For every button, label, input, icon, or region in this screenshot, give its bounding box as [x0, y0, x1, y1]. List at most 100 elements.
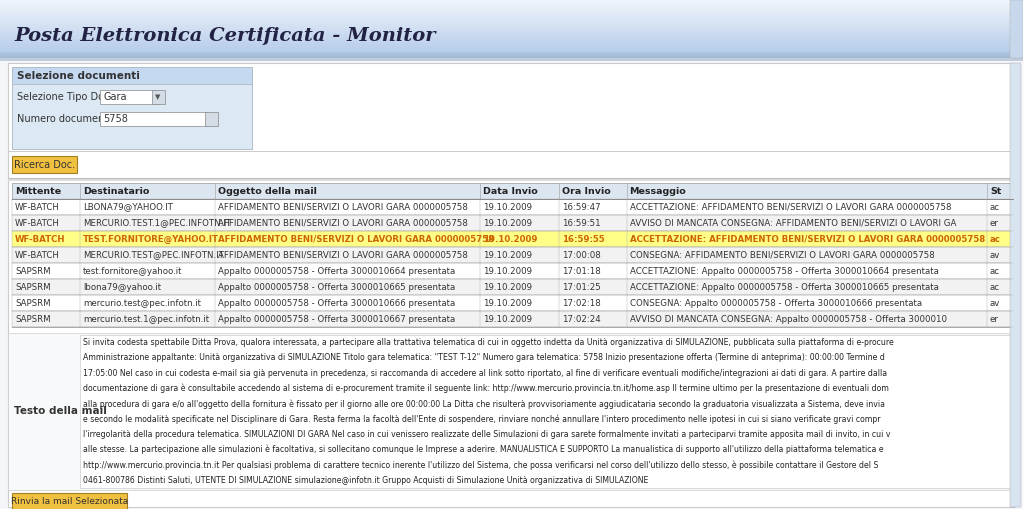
- Bar: [0, 38, 1023, 39]
- Bar: [0, 28, 1023, 29]
- Bar: [0, 17, 1023, 18]
- Text: 17:01:18: 17:01:18: [562, 267, 601, 275]
- Text: Ricerca Doc.: Ricerca Doc.: [14, 159, 75, 169]
- Text: ▼: ▼: [155, 94, 161, 100]
- Bar: [0, 5, 1023, 6]
- Bar: [0, 34, 1023, 35]
- Text: av: av: [990, 298, 1000, 307]
- Bar: [0, 9, 1023, 10]
- Bar: [12, 493, 127, 509]
- Bar: [0, 16, 1023, 17]
- Text: 17:01:25: 17:01:25: [562, 282, 601, 292]
- Bar: [0, 53, 1023, 54]
- Text: AFFIDAMENTO BENI/SERVIZI O LAVORI GARA 0000005758: AFFIDAMENTO BENI/SERVIZI O LAVORI GARA 0…: [218, 250, 469, 260]
- Text: test.fornitore@yahoo.it: test.fornitore@yahoo.it: [83, 267, 182, 275]
- Text: St: St: [990, 186, 1002, 195]
- Text: Amministrazione appaltante: Unità organizzativa di SIMULAZIONE Titolo gara telem: Amministrazione appaltante: Unità organi…: [83, 353, 885, 362]
- Bar: [0, 30, 1023, 31]
- Bar: [0, 47, 1023, 48]
- Bar: [0, 1, 1023, 2]
- Text: CONSEGNA: AFFIDAMENTO BENI/SERVIZI O LAVORI GARA 0000005758: CONSEGNA: AFFIDAMENTO BENI/SERVIZI O LAV…: [629, 250, 934, 260]
- Bar: [0, 19, 1023, 20]
- Bar: [0, 12, 1023, 13]
- Text: alle stesse. La partecipazione alle simulazioni è facoltativa, si sollecitano co: alle stesse. La partecipazione alle simu…: [83, 445, 884, 455]
- Bar: [0, 23, 1023, 24]
- Bar: [205, 112, 218, 126]
- Text: ACCETTAZIONE: AFFIDAMENTO BENI/SERVIZI O LAVORI GARA 0000005758: ACCETTAZIONE: AFFIDAMENTO BENI/SERVIZI O…: [629, 203, 951, 212]
- Bar: [0, 3, 1023, 4]
- Bar: [0, 14, 1023, 15]
- Bar: [100, 112, 208, 126]
- Bar: [0, 49, 1023, 50]
- Text: CONSEGNA: Appalto 0000005758 - Offerta 3000010666 presentata: CONSEGNA: Appalto 0000005758 - Offerta 3…: [629, 298, 922, 307]
- Bar: [0, 2, 1023, 3]
- Bar: [8, 333, 1015, 490]
- Text: 19.10.2009: 19.10.2009: [484, 203, 532, 212]
- Bar: [0, 35, 1023, 36]
- Bar: [0, 0, 1023, 1]
- Bar: [0, 26, 1023, 27]
- Text: 19.10.2009: 19.10.2009: [484, 298, 532, 307]
- Bar: [0, 50, 1023, 51]
- Text: 17:02:18: 17:02:18: [562, 298, 601, 307]
- Text: Selezione documenti: Selezione documenti: [17, 71, 140, 80]
- Bar: [0, 10, 1023, 11]
- Bar: [0, 51, 1023, 52]
- Text: mercurio.test.1@pec.infotn.it: mercurio.test.1@pec.infotn.it: [83, 315, 209, 324]
- Text: Messaggio: Messaggio: [629, 186, 686, 195]
- Text: er: er: [990, 218, 998, 228]
- Text: ac: ac: [990, 267, 999, 275]
- Bar: [0, 48, 1023, 49]
- Bar: [0, 11, 1023, 12]
- Text: 19.10.2009: 19.10.2009: [484, 282, 532, 292]
- Bar: [0, 54, 1010, 56]
- Bar: [0, 18, 1023, 19]
- Text: 0461-800786 Distinti Saluti, UTENTE DI SIMULAZIONE simulazione@infotn.it Gruppo : 0461-800786 Distinti Saluti, UTENTE DI S…: [83, 476, 649, 485]
- Bar: [12, 231, 1013, 247]
- Text: Rinvia la mail Selezionata: Rinvia la mail Selezionata: [11, 496, 128, 505]
- Bar: [0, 45, 1023, 46]
- Text: Mittente: Mittente: [15, 186, 61, 195]
- Bar: [0, 29, 1023, 30]
- Text: MERCURIO.TEST.1@PEC.INFOTN.IT: MERCURIO.TEST.1@PEC.INFOTN.IT: [83, 218, 231, 228]
- Bar: [0, 61, 1023, 509]
- Text: http://www.mercurio.provincia.tn.it Per qualsiasi problema di carattere tecnico : http://www.mercurio.provincia.tn.it Per …: [83, 460, 879, 470]
- Bar: [0, 41, 1023, 42]
- Bar: [8, 63, 1015, 507]
- Bar: [0, 13, 1023, 14]
- Bar: [8, 151, 1015, 152]
- Bar: [0, 33, 1023, 34]
- Bar: [0, 25, 1023, 26]
- Text: AFFIDAMENTO BENI/SERVIZI O LAVORI GARA 0000005758: AFFIDAMENTO BENI/SERVIZI O LAVORI GARA 0…: [218, 235, 494, 243]
- Text: er: er: [990, 315, 998, 324]
- Text: e secondo le modalità specificate nel Disciplinare di Gara. Resta ferma la facol: e secondo le modalità specificate nel Di…: [83, 414, 881, 424]
- Bar: [0, 58, 1023, 61]
- Bar: [12, 67, 252, 84]
- Text: 16:59:55: 16:59:55: [562, 235, 605, 243]
- Bar: [0, 56, 1023, 57]
- Text: TEST.FORNITORE@YAHOO.IT: TEST.FORNITORE@YAHOO.IT: [83, 235, 219, 244]
- Bar: [0, 44, 1023, 45]
- Text: ac: ac: [990, 282, 999, 292]
- Bar: [1010, 0, 1023, 58]
- Text: AFFIDAMENTO BENI/SERVIZI O LAVORI GARA 0000005758: AFFIDAMENTO BENI/SERVIZI O LAVORI GARA 0…: [218, 218, 469, 228]
- Bar: [12, 199, 1013, 215]
- Text: lbona79@yahoo.it: lbona79@yahoo.it: [83, 282, 162, 292]
- Bar: [12, 295, 1013, 311]
- Text: 17:02:24: 17:02:24: [562, 315, 601, 324]
- Text: AVVISO DI MANCATA CONSEGNA: AFFIDAMENTO BENI/SERVIZI O LAVORI GA: AVVISO DI MANCATA CONSEGNA: AFFIDAMENTO …: [629, 218, 955, 228]
- Text: SAPSRM: SAPSRM: [15, 315, 50, 324]
- Text: AVVISO DI MANCATA CONSEGNA: Appalto 0000005758 - Offerta 3000010: AVVISO DI MANCATA CONSEGNA: Appalto 0000…: [629, 315, 946, 324]
- Text: Si invita codesta spettabile Ditta Prova, qualora interessata, a partecipare all: Si invita codesta spettabile Ditta Prova…: [83, 338, 894, 347]
- Bar: [0, 37, 1023, 38]
- Text: Destinatario: Destinatario: [83, 186, 149, 195]
- Bar: [8, 178, 1015, 179]
- Text: Gara: Gara: [103, 92, 127, 102]
- Bar: [0, 31, 1023, 32]
- Text: WF-BATCH: WF-BATCH: [15, 235, 65, 243]
- Text: 17:00:08: 17:00:08: [562, 250, 601, 260]
- Text: 19.10.2009: 19.10.2009: [484, 267, 532, 275]
- Bar: [0, 27, 1023, 28]
- Text: 5758: 5758: [103, 114, 128, 124]
- Text: SAPSRM: SAPSRM: [15, 267, 50, 275]
